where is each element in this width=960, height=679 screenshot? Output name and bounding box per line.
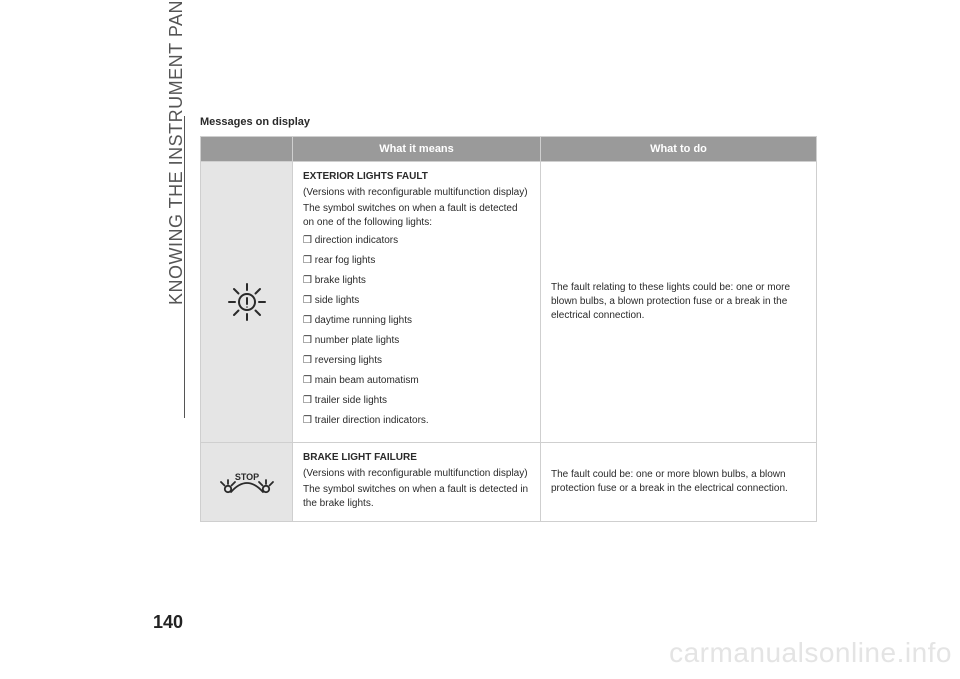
bullet-text: number plate lights [315, 335, 400, 346]
bullet-glyph: ❒ [303, 315, 312, 326]
bullet-glyph: ❒ [303, 295, 312, 306]
icon-cell [201, 162, 293, 443]
bullet-glyph: ❒ [303, 375, 312, 386]
bullet-glyph: ❒ [303, 395, 312, 406]
bullet-text: reversing lights [315, 355, 382, 366]
means-cell: EXTERIOR LIGHTS FAULT (Versions with rec… [293, 162, 541, 443]
page-number: 140 [153, 612, 183, 633]
bullet-item: ❒ rear fog lights [303, 254, 530, 268]
bullet-item: ❒ daytime running lights [303, 314, 530, 328]
bullet-item: ❒ trailer side lights [303, 394, 530, 408]
bullet-item: ❒ side lights [303, 294, 530, 308]
table-row: EXTERIOR LIGHTS FAULT (Versions with rec… [201, 162, 817, 443]
row-subtitle: (Versions with reconfigurable multifunct… [303, 186, 530, 200]
bullet-text: daytime running lights [315, 315, 412, 326]
bullet-item: ❒ trailer direction indicators. [303, 414, 530, 428]
todo-text: The fault relating to these lights could… [551, 282, 790, 321]
bullet-glyph: ❒ [303, 235, 312, 246]
icon-cell: STOP [201, 443, 293, 522]
bullet-text: trailer side lights [315, 395, 387, 406]
row-title: EXTERIOR LIGHTS FAULT [303, 170, 530, 184]
brake-light-failure-icon: STOP [217, 467, 277, 497]
bullet-item: ❒ brake lights [303, 274, 530, 288]
table-header-row: What it means What to do [201, 137, 817, 162]
means-cell: BRAKE LIGHT FAILURE (Versions with recon… [293, 443, 541, 522]
bullet-glyph: ❒ [303, 415, 312, 426]
row-description: The symbol switches on when a fault is d… [303, 202, 530, 230]
bullet-glyph: ❒ [303, 255, 312, 266]
watermark: carmanualsonline.info [669, 637, 952, 669]
svg-text:STOP: STOP [234, 472, 258, 482]
todo-text: The fault could be: one or more blown bu… [551, 469, 788, 494]
todo-cell: The fault relating to these lights could… [541, 162, 817, 443]
row-description: The symbol switches on when a fault is d… [303, 483, 530, 511]
th-icon [201, 137, 293, 162]
exterior-lights-fault-icon [224, 279, 270, 325]
bullet-text: trailer direction indicators. [315, 415, 429, 426]
section-rule [184, 116, 185, 418]
bullet-text: rear fog lights [315, 255, 376, 266]
bullet-text: main beam automatism [315, 375, 419, 386]
bullet-item: ❒ number plate lights [303, 334, 530, 348]
content-area: Messages on display What it means What t… [200, 116, 816, 522]
bullet-item: ❒ reversing lights [303, 354, 530, 368]
bullet-list: ❒ direction indicators ❒ rear fog lights… [303, 234, 530, 428]
row-subtitle: (Versions with reconfigurable multifunct… [303, 467, 530, 481]
bullet-glyph: ❒ [303, 275, 312, 286]
bullet-text: side lights [315, 295, 359, 306]
heading-messages: Messages on display [200, 116, 816, 128]
row-title: BRAKE LIGHT FAILURE [303, 451, 530, 465]
bullet-text: direction indicators [315, 235, 398, 246]
todo-cell: The fault could be: one or more blown bu… [541, 443, 817, 522]
messages-table: What it means What to do [200, 136, 817, 522]
th-todo: What to do [541, 137, 817, 162]
th-means: What it means [293, 137, 541, 162]
bullet-text: brake lights [315, 275, 366, 286]
table-row: STOP BRAKE LIGHT FAILURE (Versions with … [201, 443, 817, 522]
bullet-item: ❒ direction indicators [303, 234, 530, 248]
bullet-item: ❒ main beam automatism [303, 374, 530, 388]
bullet-glyph: ❒ [303, 335, 312, 346]
bullet-glyph: ❒ [303, 355, 312, 366]
